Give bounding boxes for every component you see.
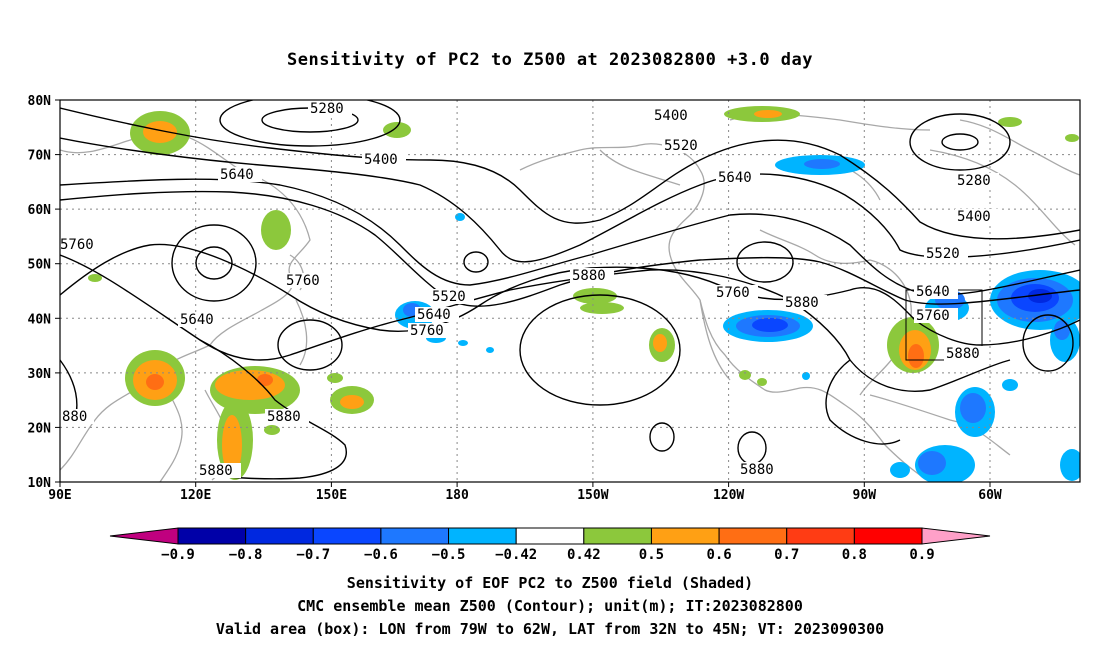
colorbar-label: −0.9 <box>161 547 195 563</box>
contour-label: 5760 <box>60 237 94 253</box>
colorbar-cell <box>650 527 720 545</box>
contour-label: 5640 <box>916 284 950 300</box>
colorbar-cell <box>515 527 585 545</box>
longitude-labels: 90E 120E 150E 180 150W 120W 90W 60W <box>48 488 1002 503</box>
caption-shading: Sensitivity of EOF PC2 to Z500 field (Sh… <box>346 574 754 592</box>
colorbar-label: 0.9 <box>909 547 934 563</box>
contour-label: 5400 <box>957 209 991 225</box>
colorbar-cell <box>245 527 314 545</box>
lat-label: 70N <box>28 149 52 164</box>
colorbar-label: −0.6 <box>364 547 398 563</box>
contour-label: 5880 <box>740 462 774 478</box>
contour-label: 5280 <box>957 173 991 189</box>
contour-label: 5760 <box>716 285 750 301</box>
contour-label: 880 <box>62 409 87 425</box>
gridlines <box>60 100 1080 482</box>
lon-label: 90E <box>48 488 71 503</box>
lat-label: 20N <box>28 421 52 436</box>
colorbar-label: −0.42 <box>495 547 537 563</box>
lon-label: 150W <box>577 488 608 503</box>
colorbar-label: 0.5 <box>639 547 664 563</box>
sensitivity-shading <box>88 106 1080 482</box>
colorbar-label: −0.5 <box>432 547 466 563</box>
contour-label: 5280 <box>310 101 344 117</box>
colorbar-cell <box>312 527 382 545</box>
colorbar-label: 0.42 <box>567 547 601 563</box>
lat-label: 10N <box>28 476 52 491</box>
colorbar-cell <box>448 527 517 545</box>
colorbar-cell <box>177 527 247 545</box>
lat-label: 50N <box>28 258 52 273</box>
contour-labels: 5280 5400 5640 5400 5520 5640 5280 5400 … <box>60 101 999 479</box>
colorbar-cell <box>853 527 923 545</box>
lat-label: 30N <box>28 367 52 382</box>
colorbar-cell <box>786 527 855 545</box>
colorbar-label: −0.8 <box>229 547 263 563</box>
lon-label: 60W <box>978 488 1002 503</box>
contour-label: 5640 <box>718 170 752 186</box>
colorbar-cell <box>718 527 788 545</box>
colorbar-low-triangle <box>109 527 179 545</box>
map-frame <box>59 99 1081 483</box>
colorbar-label: 0.8 <box>842 547 867 563</box>
lon-label: 120E <box>180 488 211 503</box>
colorbar: −0.9 −0.8 −0.7 −0.6 −0.5 −0.42 0.42 0.5 0.6 0.7 0.… <box>109 527 991 563</box>
contour-label: 5400 <box>654 108 688 124</box>
lon-label: 150E <box>316 488 347 503</box>
colorbar-label: 0.7 <box>774 547 799 563</box>
colorbar-cell <box>583 527 652 545</box>
contour-label: 5880 <box>267 409 301 425</box>
contour-label: 5400 <box>364 152 398 168</box>
colorbar-label: 0.6 <box>706 547 731 563</box>
contour-label: 5760 <box>286 273 320 289</box>
contour-label: 5760 <box>916 308 950 324</box>
contour-label: 5520 <box>664 138 698 154</box>
map-title: Sensitivity of PC2 to Z500 at 2023082800… <box>286 50 813 70</box>
caption-contour: CMC ensemble mean Z500 (Contour); unit(m… <box>297 597 803 615</box>
contour-label: 5640 <box>180 312 214 328</box>
contour-label: 5880 <box>946 346 980 362</box>
lon-label: 90W <box>853 488 877 503</box>
contour-label: 5880 <box>199 463 233 479</box>
lat-label: 40N <box>28 312 52 327</box>
colorbar-cell <box>380 527 450 545</box>
lon-label: 180 <box>445 488 469 503</box>
lon-label: 120W <box>713 488 744 503</box>
contour-label: 5880 <box>785 295 819 311</box>
colorbar-high-triangle <box>921 527 991 545</box>
colorbar-label: −0.7 <box>296 547 330 563</box>
caption-valid-area: Valid area (box): LON from 79W to 62W, L… <box>215 620 885 638</box>
lat-label: 80N <box>28 94 52 109</box>
lat-label: 60N <box>28 203 52 218</box>
contour-label: 5640 <box>417 307 451 323</box>
contour-label: 5880 <box>572 268 606 284</box>
latitude-labels: 80N 70N 60N 50N 40N 30N 20N 10N <box>28 94 52 491</box>
contour-label: 5760 <box>410 323 444 339</box>
contour-label: 5520 <box>432 289 466 305</box>
axis-ticks <box>55 99 991 487</box>
contour-label: 5520 <box>926 246 960 262</box>
contour-label: 5640 <box>220 167 254 183</box>
